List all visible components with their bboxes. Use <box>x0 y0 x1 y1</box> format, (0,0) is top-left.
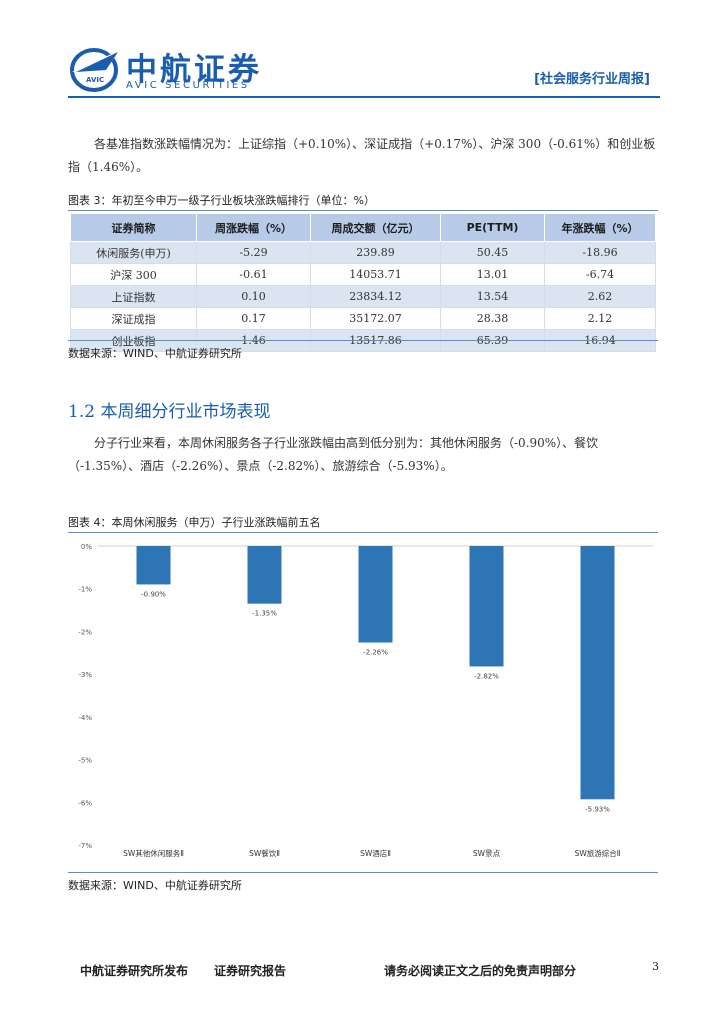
table-header-row: 证券简称 周涨跌幅（%） 周成交额（亿元） PE(TTM) 年涨跌幅（%） <box>70 213 656 242</box>
data-label: -1.35% <box>252 610 277 618</box>
table-cell: -6.74 <box>544 263 656 286</box>
table-cell: 2.12 <box>544 307 656 330</box>
table-cell: 0.10 <box>196 285 311 308</box>
column-header: 周涨跌幅（%） <box>196 213 311 242</box>
table-cell: 14053.71 <box>310 263 441 286</box>
table-row: 沪深 300 -0.61 14053.71 13.01 -6.74 <box>70 263 656 286</box>
bar <box>580 546 615 800</box>
logo-english-name: AVIC SECURITIES <box>126 80 250 91</box>
x-tick-label: SW景点 <box>473 849 501 858</box>
logo: AVIC <box>68 42 268 94</box>
table-cell: 28.38 <box>440 307 545 330</box>
column-header: PE(TTM) <box>440 213 545 242</box>
table-title: 图表 3：年初至今申万一级子行业板块涨跌幅排行（单位：%） <box>68 194 375 207</box>
table-top-rule <box>68 210 658 211</box>
header-divider <box>68 96 660 98</box>
y-tick-label: -5% <box>78 757 92 765</box>
table-row: 上证指数 0.10 23834.12 13.54 2.62 <box>70 285 656 308</box>
data-label: -0.90% <box>141 590 166 598</box>
bar <box>358 546 393 643</box>
bar-chart: 0% -1% -2% -3% -4% -5% -6% -7% -0.90% SW其他休闲服务Ⅱ -1… <box>78 543 653 858</box>
table-cell: 2.62 <box>544 285 656 308</box>
footer-report-type: 证券研究报告 <box>214 964 287 978</box>
data-label: -2.82% <box>474 672 499 680</box>
x-tick-label: SW餐饮Ⅱ <box>249 848 280 858</box>
table-cell: 0.17 <box>196 307 311 330</box>
logo-mark-text: AVIC <box>86 76 104 84</box>
bar <box>136 546 171 585</box>
x-tick-label: SW酒店Ⅱ <box>360 848 391 858</box>
performance-table: 证券简称 周涨跌幅（%） 周成交额（亿元） PE(TTM) 年涨跌幅（%） 休闲… <box>70 213 656 352</box>
chart-source-note: 数据来源：WIND、中航证券研究所 <box>68 879 242 892</box>
y-tick-label: -7% <box>78 842 92 850</box>
x-tick-label: SW旅游综合Ⅱ <box>575 848 621 858</box>
logo-chinese-name: 中航证券 <box>126 52 262 88</box>
y-tick-label: -1% <box>78 586 92 594</box>
table-cell: 35172.07 <box>310 307 441 330</box>
column-header: 周成交额（亿元） <box>310 213 441 242</box>
chart-top-rule <box>68 532 658 533</box>
sub-industry-paragraph: 分子行业来看，本周休闲服务各子行业涨跌幅由高到低分别为：其他休闲服务（-0.90… <box>68 436 599 473</box>
table-cell: 239.89 <box>310 241 441 264</box>
x-tick-label: SW其他休闲服务Ⅱ <box>123 848 184 858</box>
y-tick-label: -2% <box>78 628 92 636</box>
index-summary-paragraph: 各基准指数涨跌幅情况为：上证综指（+0.10%）、深证成指（+0.17%）、沪深… <box>68 137 656 174</box>
chart-title: 图表 4：本周休闲服务（申万）子行业涨跌幅前五名 <box>68 516 321 529</box>
table-cell: 深证成指 <box>70 307 197 330</box>
footer-publisher: 中航证券研究所发布 <box>80 964 189 978</box>
report-category-tag: [社会服务行业周报] <box>534 72 650 87</box>
y-tick-label: -4% <box>78 714 92 722</box>
table-cell: -0.61 <box>196 263 311 286</box>
table-row: 深证成指 0.17 35172.07 28.38 2.12 <box>70 307 656 330</box>
column-header: 年涨跌幅（%） <box>544 213 656 242</box>
table-cell: 50.45 <box>440 241 545 264</box>
table-row: 创业板指 1.46 13517.86 65.39 16.94 <box>70 329 656 352</box>
table-cell: 休闲服务(申万) <box>70 241 197 264</box>
table-cell: 13.01 <box>440 263 545 286</box>
table-cell: 沪深 300 <box>70 263 197 286</box>
section-heading: 1.2 本周细分行业市场表现 <box>68 402 271 422</box>
bar <box>247 546 282 604</box>
y-tick-label: -6% <box>78 799 92 807</box>
table-cell: 上证指数 <box>70 285 197 308</box>
table-cell: 13.54 <box>440 285 545 308</box>
avic-logo-icon: AVIC <box>70 48 120 92</box>
table-cell: -5.29 <box>196 241 311 264</box>
footer-disclaimer: 请务必阅读正文之后的免责声明部分 <box>384 964 577 978</box>
table-bottom-rule <box>68 340 658 341</box>
bar <box>469 546 504 667</box>
table-cell: -18.96 <box>544 241 656 264</box>
table-source-note: 数据来源：WIND、中航证券研究所 <box>68 347 242 360</box>
table-row: 休闲服务(申万) -5.29 239.89 50.45 -18.96 <box>70 241 656 264</box>
table-cell: 13517.86 <box>310 329 441 352</box>
table-cell: 23834.12 <box>310 285 441 308</box>
column-header: 证券简称 <box>70 213 197 242</box>
chart-bottom-rule <box>68 872 658 873</box>
data-label: -2.26% <box>363 649 388 657</box>
data-label: -5.93% <box>585 805 610 813</box>
y-tick-label: -3% <box>78 671 92 679</box>
y-tick-label: 0% <box>81 543 92 551</box>
page-number: 3 <box>652 960 659 973</box>
